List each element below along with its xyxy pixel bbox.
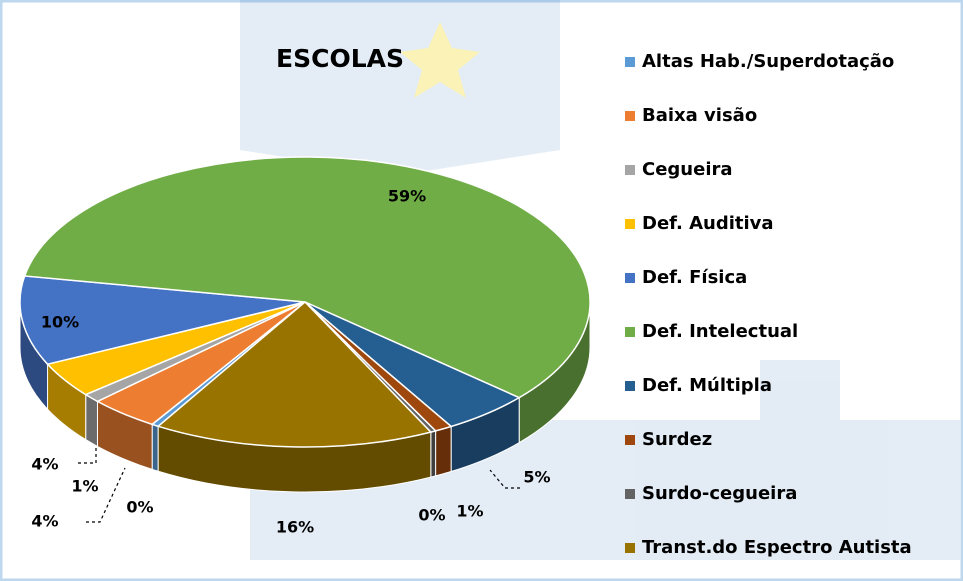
legend-swatch [625, 165, 635, 175]
slice-side [85, 393, 98, 448]
legend-label: Baixa visão [642, 105, 757, 126]
legend-swatch [625, 327, 635, 337]
slice [23, 156, 591, 399]
slice-side [435, 425, 452, 477]
data-label: 4% [31, 455, 58, 474]
data-label: 59% [388, 187, 426, 206]
legend-swatch [625, 489, 635, 499]
legend-swatch [625, 219, 635, 229]
legend-label: Altas Hab./Superdotação [642, 51, 894, 72]
legend-swatch [625, 57, 635, 67]
legend-label: Def. Auditiva [642, 213, 774, 234]
legend-swatch [625, 543, 635, 553]
slice-side [430, 430, 437, 478]
legend-label: Def. Física [642, 267, 747, 288]
data-label: 1% [456, 502, 483, 521]
data-label: 0% [418, 506, 445, 525]
data-label: 4% [31, 512, 58, 531]
data-label: 16% [276, 518, 314, 537]
data-label: 0% [126, 498, 153, 517]
data-label: 5% [523, 468, 550, 487]
legend-swatch [625, 273, 635, 283]
legend-swatch [625, 111, 635, 121]
data-label: 1% [71, 477, 98, 496]
legend-label: Surdez [642, 429, 712, 450]
legend-swatch [625, 435, 635, 445]
chart-title: ESCOLAS [276, 44, 404, 73]
watermark-star [400, 22, 480, 98]
slice [19, 275, 306, 366]
legend-swatch [625, 381, 635, 391]
legend-label: Def. Intelectual [642, 321, 798, 342]
data-label: 10% [41, 313, 79, 332]
legend-label: Cegueira [642, 159, 733, 180]
legend-label: Def. Múltipla [642, 375, 772, 396]
slice [156, 300, 433, 448]
slice-side [151, 423, 159, 472]
legend-label: Transt.do Espectro Autista [642, 537, 912, 558]
legend-label: Surdo-cegueira [642, 483, 797, 504]
